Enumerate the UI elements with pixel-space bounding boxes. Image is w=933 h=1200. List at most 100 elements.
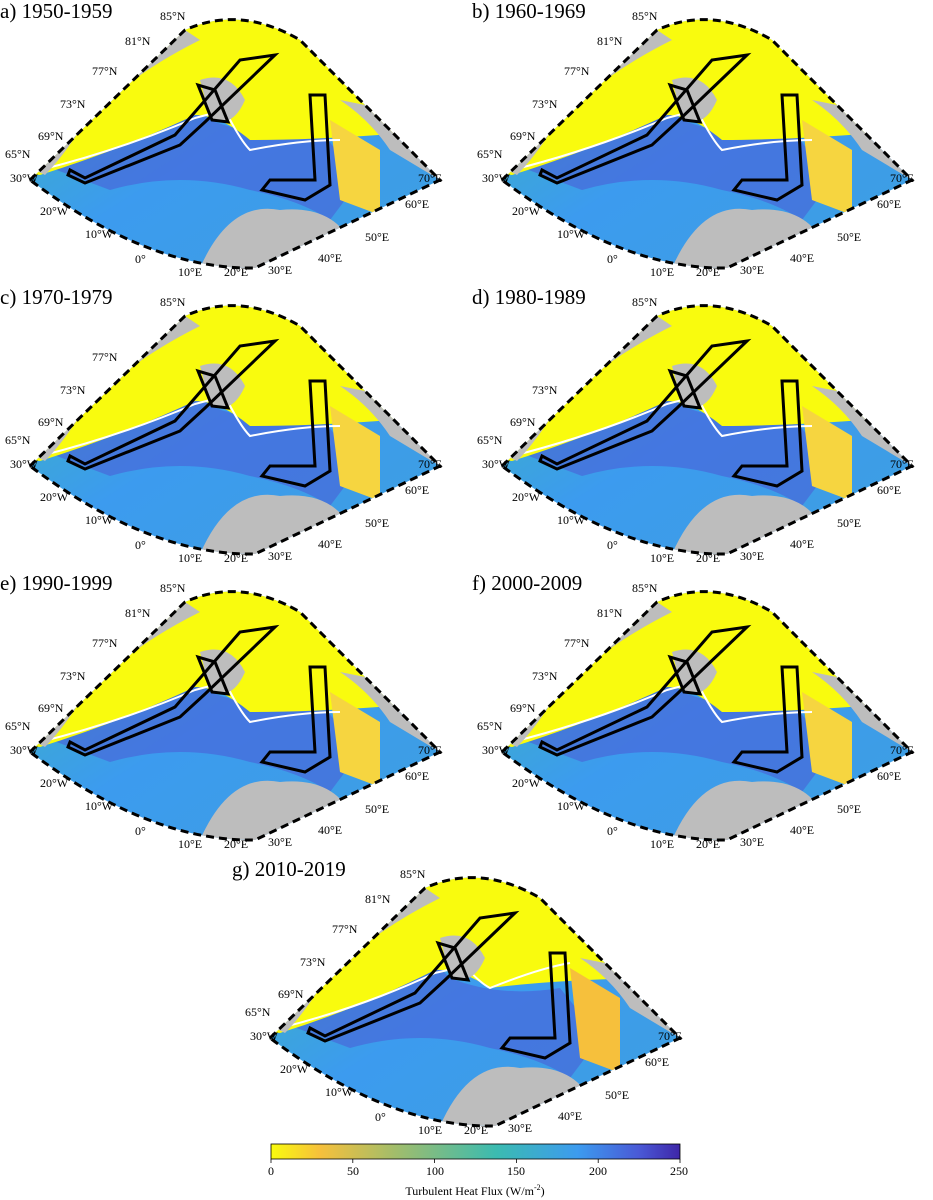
lon-label-20e: 20°E: [224, 551, 248, 565]
lat-label-69: 69°N: [510, 129, 536, 143]
lon-label-50e: 50°E: [605, 1088, 629, 1102]
lat-label-65: 65°N: [5, 719, 31, 733]
colorbar-label-main: Turbulent Heat Flux (W/m: [405, 1184, 534, 1198]
lat-label-69: 69°N: [510, 701, 536, 715]
lat-label-81: 81°N: [125, 34, 151, 48]
map-f: 65°N 69°N 73°N 77°N 81°N 85°N 30°W 20°W …: [477, 581, 915, 851]
map-e: 65°N 69°N 73°N 77°N 81°N 85°N 30°W 20°W …: [5, 581, 443, 851]
lon-label-40e: 40°E: [318, 251, 342, 265]
lon-label-0: 0°: [135, 824, 146, 838]
lon-label-30e: 30°E: [268, 263, 292, 277]
map-c: 65°N 69°N 73°N 77°N 85°N 30°W 20°W 10°W …: [5, 295, 443, 565]
colorbar-tick-100: 100: [426, 1164, 444, 1178]
panel-title-d: d) 1980-1989: [472, 285, 586, 309]
map-panel-g: 65°N 69°N 73°N 77°N 81°N 85°N 30°W 20°W …: [232, 858, 683, 1140]
lon-label-10e: 10°E: [178, 837, 202, 851]
lon-label-60e: 60°E: [877, 483, 901, 497]
lon-label-20w: 20°W: [512, 204, 541, 218]
lon-label-10w: 10°W: [85, 513, 114, 527]
lat-label-69: 69°N: [38, 129, 64, 143]
lon-label-10w: 10°W: [557, 227, 586, 241]
lat-label-69: 69°N: [38, 415, 64, 429]
lat-label-65: 65°N: [477, 147, 503, 161]
map-panel-c: 65°N 69°N 73°N 77°N 85°N 30°W 20°W 10°W …: [0, 286, 443, 568]
colorbar-tick-200: 200: [589, 1164, 607, 1178]
lon-label-10e: 10°E: [178, 265, 202, 279]
lat-label-65: 65°N: [477, 433, 503, 447]
lon-label-0: 0°: [135, 538, 146, 552]
lon-label-30w: 30°W: [482, 743, 511, 757]
map-g: 65°N 69°N 73°N 77°N 81°N 85°N 30°W 20°W …: [245, 867, 683, 1137]
lon-label-0: 0°: [135, 252, 146, 266]
lon-label-30w: 30°W: [10, 457, 39, 471]
lon-label-40e: 40°E: [318, 537, 342, 551]
lon-label-20w: 20°W: [40, 776, 69, 790]
lon-label-10e: 10°E: [418, 1123, 442, 1137]
lon-label-50e: 50°E: [837, 230, 861, 244]
lat-label-73: 73°N: [60, 669, 86, 683]
lat-label-85: 85°N: [632, 581, 658, 595]
lon-label-30w: 30°W: [250, 1029, 279, 1043]
lat-label-85: 85°N: [160, 9, 186, 23]
lon-label-70e: 70°E: [418, 457, 442, 471]
lat-label-85: 85°N: [632, 9, 658, 23]
colorbar-tick-250: 250: [670, 1164, 688, 1178]
lon-label-30e: 30°E: [740, 835, 764, 849]
lat-label-81: 81°N: [365, 892, 391, 906]
lon-label-30w: 30°W: [10, 171, 39, 185]
lon-label-70e: 70°E: [418, 171, 442, 185]
lat-label-73: 73°N: [60, 383, 86, 397]
lat-label-73: 73°N: [60, 97, 86, 111]
lon-label-30w: 30°W: [482, 457, 511, 471]
lon-label-50e: 50°E: [365, 230, 389, 244]
lon-label-20e: 20°E: [224, 837, 248, 851]
lon-label-20e: 20°E: [696, 551, 720, 565]
lon-label-50e: 50°E: [365, 802, 389, 816]
lat-label-85: 85°N: [160, 581, 186, 595]
colorbar-label-end: ): [540, 1184, 545, 1198]
lon-label-0: 0°: [375, 1110, 386, 1124]
panel-title-g: g) 2010-2019: [232, 857, 346, 881]
lon-label-40e: 40°E: [790, 537, 814, 551]
lon-label-0: 0°: [607, 252, 618, 266]
lon-label-30w: 30°W: [10, 743, 39, 757]
colorbar-label-exponent: -2: [533, 1183, 541, 1192]
lon-label-30e: 30°E: [268, 549, 292, 563]
lat-label-81: 81°N: [597, 606, 623, 620]
panel-title-a: a) 1950-1959: [0, 0, 113, 23]
lat-label-85: 85°N: [632, 295, 658, 309]
lon-label-20w: 20°W: [512, 490, 541, 504]
lat-label-81: 81°N: [597, 34, 623, 48]
lon-label-60e: 60°E: [645, 1055, 669, 1069]
map-a: 65°N 69°N 73°N 77°N 81°N 85°N 30°W 20°W …: [5, 9, 443, 279]
lon-label-20e: 20°E: [224, 265, 248, 279]
map-panel-e: 65°N 69°N 73°N 77°N 81°N 85°N 30°W 20°W …: [0, 571, 443, 854]
lat-label-69: 69°N: [278, 987, 304, 1001]
lon-label-20w: 20°W: [512, 776, 541, 790]
lat-label-77: 77°N: [92, 64, 118, 78]
panel-title-f: f) 2000-2009: [472, 571, 583, 595]
map-d: 65°N 69°N 73°N 85°N 30°W 20°W 10°W 0° 10…: [477, 295, 915, 565]
panel-title-e: e) 1990-1999: [0, 571, 113, 595]
lon-label-30e: 30°E: [268, 835, 292, 849]
lon-label-30e: 30°E: [740, 263, 764, 277]
lon-label-10e: 10°E: [650, 265, 674, 279]
lat-label-77: 77°N: [564, 64, 590, 78]
lat-label-85: 85°N: [400, 867, 426, 881]
panel-title-b: b) 1960-1969: [472, 0, 586, 23]
lat-label-73: 73°N: [532, 669, 558, 683]
colorbar-label: Turbulent Heat Flux (W/m-2): [270, 1183, 680, 1199]
lon-label-60e: 60°E: [405, 769, 429, 783]
lon-label-60e: 60°E: [405, 197, 429, 211]
lat-label-77: 77°N: [92, 636, 118, 650]
lon-label-10w: 10°W: [557, 799, 586, 813]
lon-label-20w: 20°W: [40, 204, 69, 218]
lon-label-20w: 20°W: [280, 1062, 309, 1076]
lat-label-69: 69°N: [510, 415, 536, 429]
lon-label-20e: 20°E: [464, 1123, 488, 1137]
lon-label-30e: 30°E: [508, 1121, 532, 1135]
lon-label-70e: 70°E: [890, 457, 914, 471]
lon-label-30w: 30°W: [482, 171, 511, 185]
map-panel-f: 65°N 69°N 73°N 77°N 81°N 85°N 30°W 20°W …: [472, 571, 915, 854]
lon-label-20e: 20°E: [696, 837, 720, 851]
